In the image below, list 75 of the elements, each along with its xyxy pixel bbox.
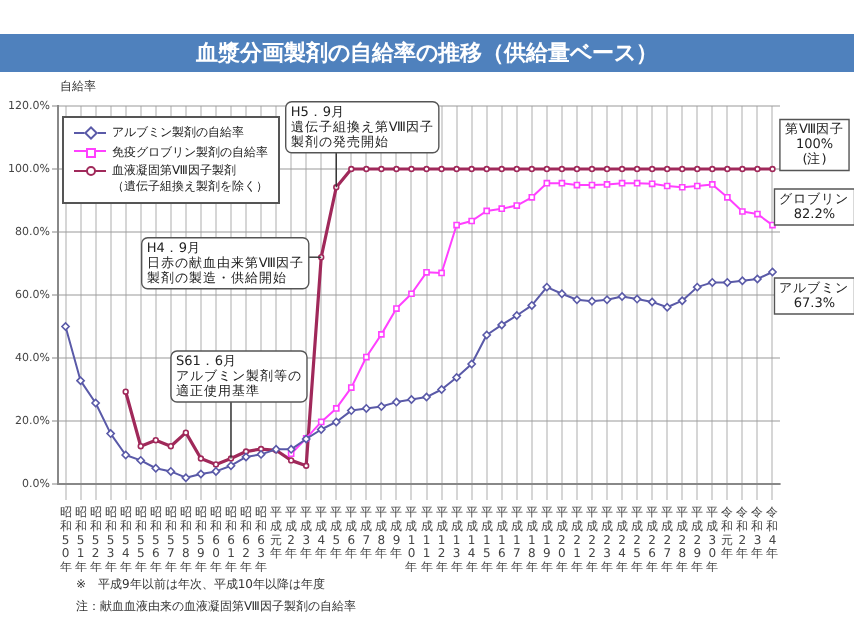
point [632,294,642,304]
point [256,449,266,459]
point [647,297,657,307]
point [422,392,431,402]
point [211,467,221,476]
point [617,292,627,301]
point [482,330,492,340]
point [558,179,566,187]
point [61,322,70,331]
point [513,202,521,209]
point [331,417,341,427]
point [91,398,100,408]
chart-title: 血漿分画製剤の自給率の推移（供給量ベース） [0,34,854,72]
point [633,179,641,187]
point [121,450,131,460]
point [393,305,400,312]
point [768,267,777,277]
point [76,376,85,386]
point [166,467,176,476]
point [347,384,355,391]
point [286,444,296,454]
point [438,269,445,277]
point [678,183,686,191]
point [543,179,551,187]
point [453,221,460,229]
point [498,205,506,213]
point [708,181,716,188]
point [423,268,430,276]
point [226,461,236,471]
point [483,207,491,215]
point [663,182,671,190]
point [378,331,385,338]
point [557,289,567,299]
point [587,296,597,306]
point [572,295,582,305]
point [452,373,461,382]
point [316,425,326,434]
point [136,455,146,465]
point [408,290,415,298]
point [602,295,612,305]
point [527,300,537,310]
point [542,282,552,292]
point [361,404,371,413]
point [677,296,687,306]
point [618,179,626,187]
point [528,194,536,201]
point [603,181,611,188]
point [317,418,325,426]
point [739,208,746,215]
point [437,385,446,394]
point [497,320,507,330]
point [754,210,761,218]
point [724,194,731,201]
point [106,429,116,438]
point [692,282,702,292]
point [648,180,656,188]
point [467,359,477,369]
point [363,353,370,361]
point [181,473,191,483]
point [662,302,672,312]
point [196,469,206,479]
point [346,406,356,416]
point [707,278,717,287]
point [332,405,340,412]
point [738,276,747,286]
point [512,311,522,320]
point [392,397,401,407]
point [377,402,386,411]
point [693,182,701,190]
point [753,274,762,284]
point [722,278,732,287]
point [151,463,161,473]
point [407,395,416,404]
point [241,452,251,462]
point [468,217,475,225]
